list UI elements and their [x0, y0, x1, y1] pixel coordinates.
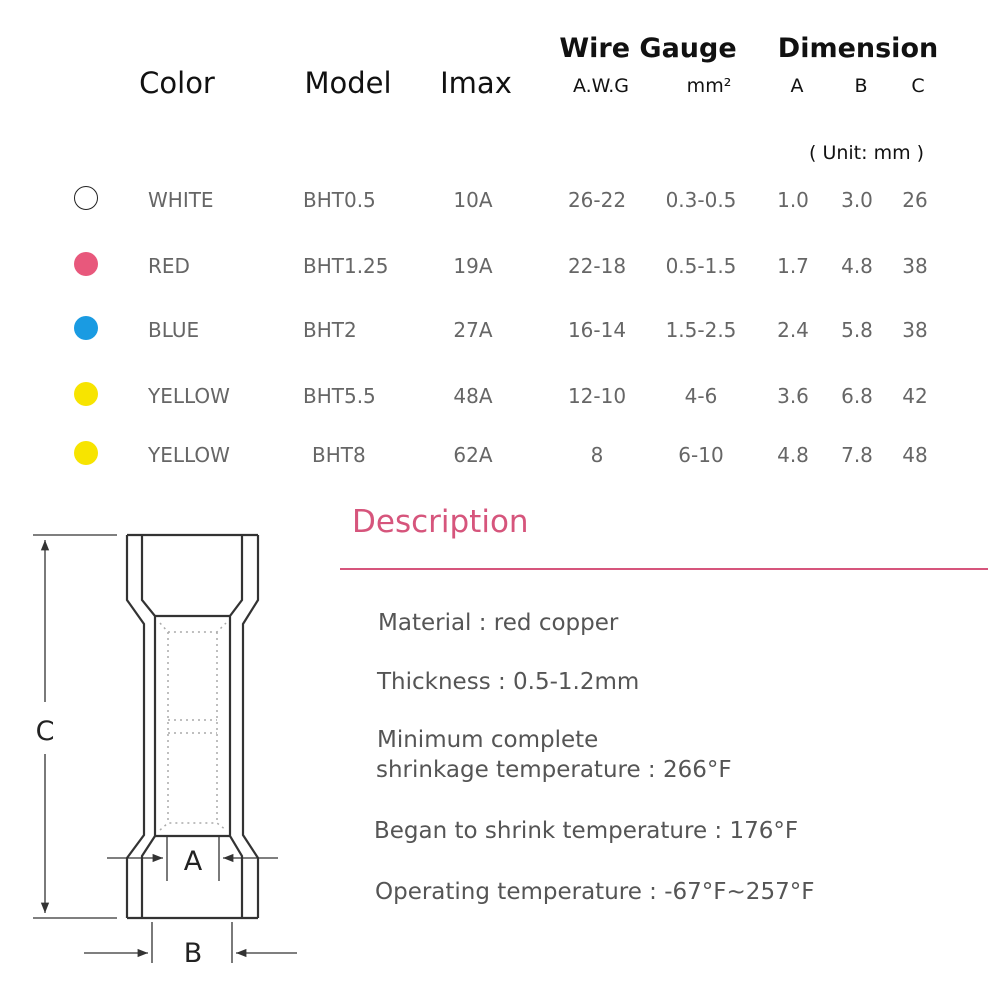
cell-b: 7.8 — [841, 443, 873, 467]
cell-color: RED — [148, 254, 190, 278]
operating-temp-line: Operating temperature : -67°F~257°F — [375, 879, 815, 905]
cell-awg: 16-14 — [567, 318, 627, 342]
cell-model: BHT8 — [312, 443, 366, 467]
description-title: Description — [352, 504, 529, 540]
cell-model: BHT2 — [303, 318, 357, 342]
cell-c: 38 — [902, 318, 928, 342]
label-a: A — [184, 846, 203, 877]
cell-model: BHT1.25 — [303, 254, 389, 278]
cell-imax: 27A — [453, 318, 493, 342]
color-swatch — [74, 382, 98, 406]
color-swatch — [74, 186, 98, 210]
cell-c: 42 — [902, 384, 928, 408]
min-shrink-line-2: shrinkage temperature : 266°F — [376, 757, 732, 783]
cell-b: 5.8 — [841, 318, 873, 342]
cell-imax: 10A — [453, 188, 493, 212]
cell-c: 26 — [902, 188, 928, 212]
header-awg: A.W.G — [572, 75, 630, 97]
header-c: C — [911, 75, 925, 97]
header-b: B — [854, 75, 868, 97]
inner-barrel-dotted — [159, 622, 227, 831]
cell-a: 1.0 — [777, 188, 809, 212]
cell-imax: 48A — [453, 384, 493, 408]
cell-b: 3.0 — [841, 188, 873, 212]
header-dimension: Dimension — [777, 33, 939, 64]
cell-a: 1.7 — [777, 254, 809, 278]
header-color: Color — [139, 66, 215, 100]
label-c: C — [36, 716, 55, 747]
unit-note: ( Unit: mm ) — [809, 142, 925, 164]
cell-awg: 12-10 — [567, 384, 627, 408]
cell-mm2: 0.3-0.5 — [665, 188, 737, 212]
thickness-line: Thickness : 0.5-1.2mm — [377, 669, 640, 695]
cell-model: BHT0.5 — [303, 188, 376, 212]
cell-a: 2.4 — [777, 318, 809, 342]
color-swatch — [74, 252, 98, 276]
cell-b: 6.8 — [841, 384, 873, 408]
cell-a: 3.6 — [777, 384, 809, 408]
header-model: Model — [304, 66, 392, 100]
min-shrink-line-1: Minimum complete — [377, 727, 599, 753]
description-divider — [340, 568, 988, 570]
cell-imax: 62A — [453, 443, 493, 467]
cell-c: 48 — [902, 443, 928, 467]
cell-color: YELLOW — [148, 384, 230, 408]
header-a: A — [790, 75, 804, 97]
cell-awg: 22-18 — [567, 254, 627, 278]
cell-awg: 26-22 — [567, 188, 627, 212]
cell-model: BHT5.5 — [303, 384, 376, 408]
cell-imax: 19A — [453, 254, 493, 278]
cell-mm2: 0.5-1.5 — [665, 254, 737, 278]
cell-mm2: 1.5-2.5 — [665, 318, 737, 342]
cell-c: 38 — [902, 254, 928, 278]
cell-color: YELLOW — [148, 443, 230, 467]
dimension-lines — [33, 534, 297, 963]
splice-connector-diagram: C A B — [33, 533, 297, 969]
color-swatch — [74, 441, 98, 465]
cell-b: 4.8 — [841, 254, 873, 278]
connector-outline — [125, 533, 260, 920]
cell-a: 4.8 — [777, 443, 809, 467]
color-swatch — [74, 316, 98, 340]
began-shrink-line: Began to shrink temperature : 176°F — [374, 818, 799, 844]
cell-awg: 8 — [590, 443, 604, 467]
cell-color: WHITE — [148, 188, 214, 212]
label-b: B — [184, 938, 203, 969]
header-wire-gauge: Wire Gauge — [559, 33, 737, 64]
header-mm2: mm² — [686, 75, 732, 97]
cell-color: BLUE — [148, 318, 200, 342]
material-line: Material : red copper — [378, 610, 619, 636]
header-imax: Imax — [440, 66, 512, 100]
cell-mm2: 6-10 — [678, 443, 724, 467]
cell-mm2: 4-6 — [684, 384, 718, 408]
